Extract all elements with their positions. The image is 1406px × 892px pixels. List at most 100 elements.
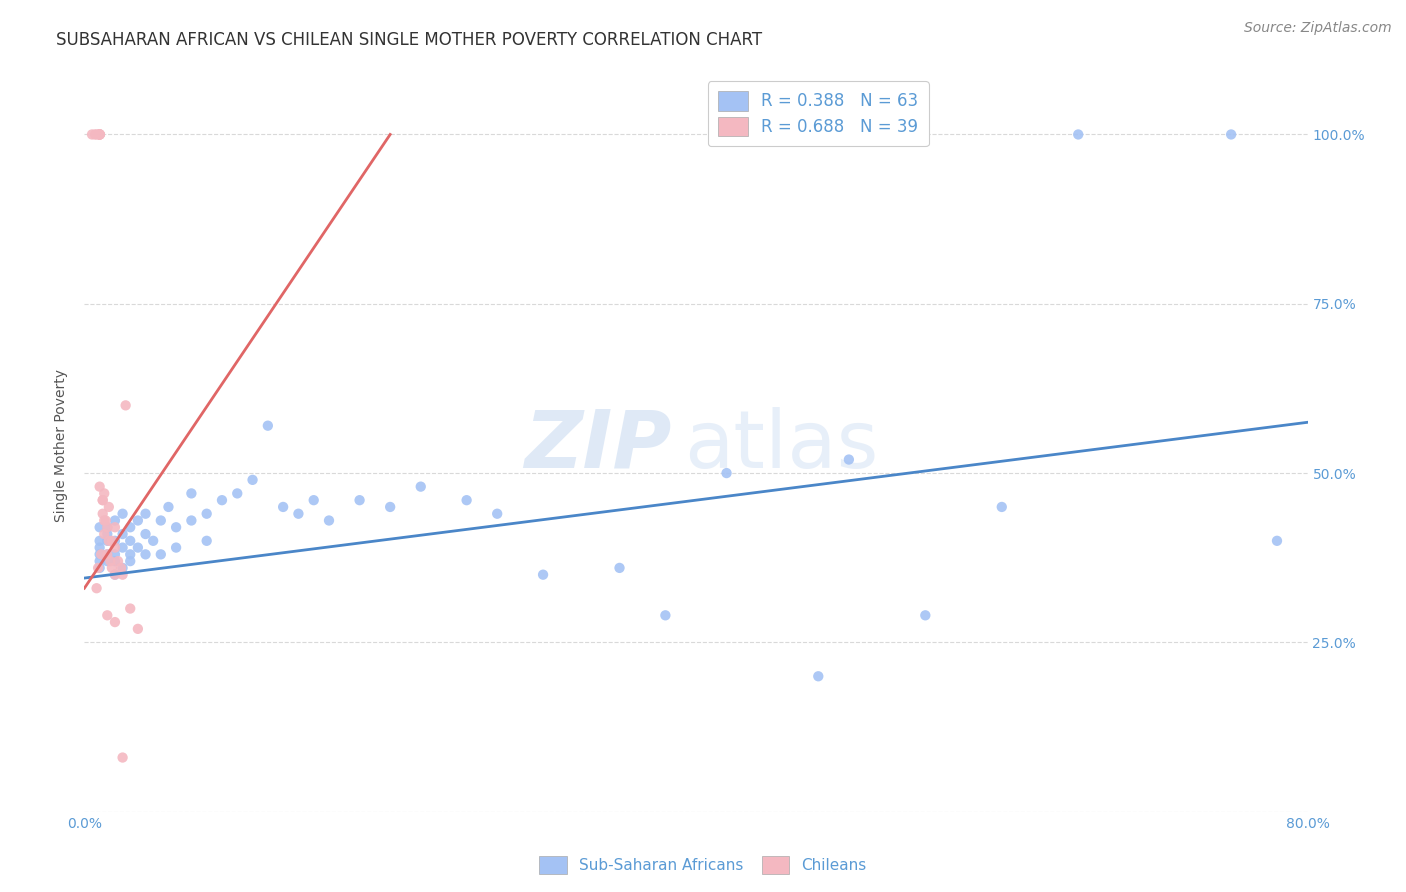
Point	[104, 520, 127, 534]
Point	[120, 554, 142, 568]
Point	[1220, 128, 1243, 142]
Point	[93, 486, 115, 500]
Point	[89, 547, 111, 561]
Point	[302, 493, 325, 508]
Point	[127, 514, 149, 528]
Point	[211, 493, 233, 508]
Point	[89, 128, 111, 142]
Point	[96, 547, 118, 561]
Point	[349, 493, 371, 508]
Point	[111, 527, 134, 541]
Text: Source: ZipAtlas.com: Source: ZipAtlas.com	[1244, 21, 1392, 35]
Point	[91, 493, 114, 508]
Point	[97, 533, 120, 548]
Point	[104, 567, 127, 582]
Point	[991, 500, 1014, 514]
Point	[1265, 533, 1288, 548]
Point	[149, 514, 172, 528]
Point	[195, 507, 218, 521]
Point	[96, 554, 118, 568]
Point	[89, 554, 111, 568]
Point	[142, 533, 165, 548]
Point	[94, 514, 117, 528]
Point	[486, 507, 509, 521]
Point	[80, 128, 103, 142]
Point	[97, 500, 120, 514]
Point	[89, 128, 111, 142]
Point	[807, 669, 830, 683]
Point	[257, 418, 280, 433]
Point	[409, 480, 432, 494]
Point	[609, 561, 631, 575]
Point	[111, 567, 134, 582]
Point	[89, 128, 111, 142]
Point	[135, 527, 157, 541]
Point	[87, 561, 110, 575]
Point	[107, 554, 129, 568]
Point	[127, 541, 149, 555]
Text: atlas: atlas	[683, 407, 879, 485]
Point	[242, 473, 264, 487]
Point	[101, 561, 124, 575]
Point	[96, 547, 118, 561]
Point	[104, 547, 127, 561]
Point	[86, 128, 108, 142]
Point	[114, 398, 136, 412]
Point	[90, 547, 112, 561]
Point	[165, 541, 187, 555]
Point	[165, 520, 187, 534]
Point	[101, 533, 124, 548]
Point	[104, 541, 127, 555]
Point	[271, 500, 294, 514]
Point	[89, 128, 111, 142]
Point	[180, 514, 202, 528]
Point	[104, 514, 127, 528]
Point	[89, 561, 111, 575]
Point	[110, 561, 132, 575]
Point	[93, 527, 115, 541]
Point	[838, 452, 860, 467]
Point	[91, 493, 114, 508]
Point	[914, 608, 936, 623]
Point	[180, 486, 202, 500]
Point	[96, 520, 118, 534]
Point	[135, 507, 157, 521]
Point	[157, 500, 180, 514]
Point	[287, 507, 309, 521]
Point	[1067, 128, 1090, 142]
Point	[89, 128, 111, 142]
Point	[84, 128, 107, 142]
Point	[104, 554, 127, 568]
Point	[127, 622, 149, 636]
Point	[111, 541, 134, 555]
Point	[135, 547, 157, 561]
Point	[226, 486, 249, 500]
Point	[93, 514, 115, 528]
Point	[91, 507, 114, 521]
Point	[98, 554, 121, 568]
Point	[89, 128, 111, 142]
Point	[89, 520, 111, 534]
Point	[120, 520, 142, 534]
Text: SUBSAHARAN AFRICAN VS CHILEAN SINGLE MOTHER POVERTY CORRELATION CHART: SUBSAHARAN AFRICAN VS CHILEAN SINGLE MOT…	[56, 31, 762, 49]
Point	[96, 608, 118, 623]
Point	[96, 520, 118, 534]
Y-axis label: Single Mother Poverty: Single Mother Poverty	[55, 369, 69, 523]
Point	[111, 750, 134, 764]
Point	[120, 601, 142, 615]
Point	[654, 608, 676, 623]
Point	[96, 527, 118, 541]
Point	[380, 500, 402, 514]
Point	[104, 567, 127, 582]
Point	[89, 533, 111, 548]
Point	[104, 533, 127, 548]
Point	[111, 507, 134, 521]
Point	[716, 466, 738, 480]
Point	[456, 493, 478, 508]
Point	[89, 541, 111, 555]
Point	[318, 514, 340, 528]
Point	[149, 547, 172, 561]
Point	[89, 480, 111, 494]
Point	[96, 533, 118, 548]
Legend: R = 0.388   N = 63, R = 0.688   N = 39: R = 0.388 N = 63, R = 0.688 N = 39	[709, 81, 928, 146]
